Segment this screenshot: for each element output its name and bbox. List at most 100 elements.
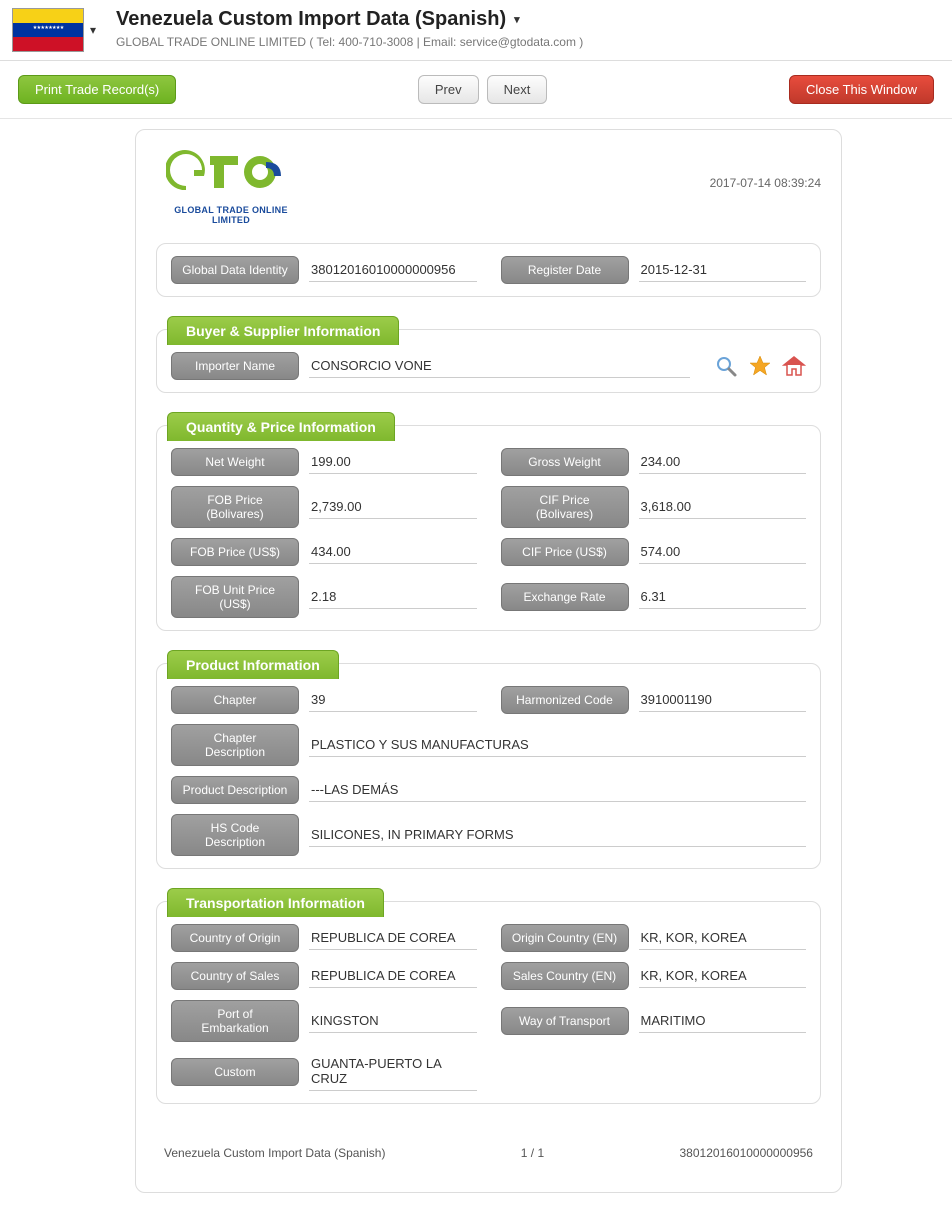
close-button[interactable]: Close This Window bbox=[789, 75, 934, 104]
footer-left: Venezuela Custom Import Data (Spanish) bbox=[164, 1146, 385, 1160]
gross-weight-label: Gross Weight bbox=[501, 448, 629, 476]
cif-usd-field: CIF Price (US$) 574.00 bbox=[501, 538, 807, 566]
custom-value: GUANTA-PUERTO LA CRUZ bbox=[309, 1052, 477, 1091]
caret-down-icon: ▾ bbox=[514, 13, 520, 26]
footer-right: 38012016010000000956 bbox=[680, 1146, 813, 1160]
fob-unit-value: 2.18 bbox=[309, 585, 477, 609]
gto-logo-icon bbox=[166, 148, 296, 198]
next-button[interactable]: Next bbox=[487, 75, 548, 104]
fob-usd-label: FOB Price (US$) bbox=[171, 538, 299, 566]
buyer-supplier-section: Buyer & Supplier Information Importer Na… bbox=[156, 329, 821, 393]
country-origin-field: Country of Origin REPUBLICA DE COREA bbox=[171, 924, 477, 952]
way-label: Way of Transport bbox=[501, 1007, 629, 1035]
cif-usd-value: 574.00 bbox=[639, 540, 807, 564]
chapter-desc-value: PLASTICO Y SUS MANUFACTURAS bbox=[309, 733, 806, 757]
cif-usd-label: CIF Price (US$) bbox=[501, 538, 629, 566]
product-desc-value: ---LAS DEMÁS bbox=[309, 778, 806, 802]
toolbar: Print Trade Record(s) Prev Next Close Th… bbox=[0, 61, 952, 119]
card-footer: Venezuela Custom Import Data (Spanish) 1… bbox=[156, 1126, 821, 1164]
timestamp: 2017-07-14 08:39:24 bbox=[710, 148, 821, 190]
fob-usd-value: 434.00 bbox=[309, 540, 477, 564]
cif-bolivares-field: CIF Price (Bolivares) 3,618.00 bbox=[501, 486, 807, 528]
country-sales-field: Country of Sales REPUBLICA DE COREA bbox=[171, 962, 477, 990]
custom-field: Custom GUANTA-PUERTO LA CRUZ bbox=[171, 1052, 477, 1091]
exchange-rate-field: Exchange Rate 6.31 bbox=[501, 576, 807, 618]
product-desc-field: Product Description ---LAS DEMÁS bbox=[171, 776, 806, 804]
fob-bolivares-field: FOB Price (Bolivares) 2,739.00 bbox=[171, 486, 477, 528]
importer-name-field: Importer Name CONSORCIO VONE bbox=[171, 352, 690, 380]
country-origin-value: REPUBLICA DE COREA bbox=[309, 926, 477, 950]
hs-desc-label: HS Code Description bbox=[171, 814, 299, 856]
register-date-value: 2015-12-31 bbox=[639, 258, 807, 282]
star-icon[interactable] bbox=[748, 354, 772, 378]
fob-unit-field: FOB Unit Price (US$) 2.18 bbox=[171, 576, 477, 618]
importer-actions bbox=[714, 352, 806, 380]
way-field: Way of Transport MARITIMO bbox=[501, 1000, 807, 1042]
way-value: MARITIMO bbox=[639, 1009, 807, 1033]
page-header: ▾ Venezuela Custom Import Data (Spanish)… bbox=[0, 0, 952, 61]
quantity-price-header: Quantity & Price Information bbox=[167, 412, 395, 441]
transport-header: Transportation Information bbox=[167, 888, 384, 917]
global-data-identity-label: Global Data Identity bbox=[171, 256, 299, 284]
country-origin-label: Country of Origin bbox=[171, 924, 299, 952]
transport-section: Transportation Information Country of Or… bbox=[156, 901, 821, 1104]
page-title-dropdown[interactable]: Venezuela Custom Import Data (Spanish) ▾ bbox=[116, 8, 940, 31]
country-sales-value: REPUBLICA DE COREA bbox=[309, 964, 477, 988]
chapter-desc-label: Chapter Description bbox=[171, 724, 299, 766]
net-weight-value: 199.00 bbox=[309, 450, 477, 474]
hs-code-value: 3910001190 bbox=[639, 688, 807, 712]
title-block: Venezuela Custom Import Data (Spanish) ▾… bbox=[116, 8, 940, 49]
chapter-value: 39 bbox=[309, 688, 477, 712]
chapter-desc-field: Chapter Description PLASTICO Y SUS MANUF… bbox=[171, 724, 806, 766]
fob-bolivares-value: 2,739.00 bbox=[309, 495, 477, 519]
chapter-field: Chapter 39 bbox=[171, 686, 477, 714]
footer-center: 1 / 1 bbox=[521, 1146, 544, 1160]
nav-buttons: Prev Next bbox=[418, 75, 547, 104]
company-subtitle: GLOBAL TRADE ONLINE LIMITED ( Tel: 400-7… bbox=[116, 35, 940, 49]
sales-en-value: KR, KOR, KOREA bbox=[639, 964, 807, 988]
origin-en-label: Origin Country (EN) bbox=[501, 924, 629, 952]
origin-en-value: KR, KOR, KOREA bbox=[639, 926, 807, 950]
search-icon[interactable] bbox=[714, 354, 738, 378]
page-title: Venezuela Custom Import Data (Spanish) bbox=[116, 8, 506, 31]
quantity-price-section: Quantity & Price Information Net Weight … bbox=[156, 425, 821, 631]
exchange-rate-label: Exchange Rate bbox=[501, 583, 629, 611]
importer-name-value: CONSORCIO VONE bbox=[309, 354, 690, 378]
fob-unit-label: FOB Unit Price (US$) bbox=[171, 576, 299, 618]
caret-down-icon: ▾ bbox=[90, 23, 96, 37]
gto-logo: GLOBAL TRADE ONLINE LIMITED bbox=[156, 148, 306, 225]
chapter-label: Chapter bbox=[171, 686, 299, 714]
product-section: Product Information Chapter 39 Harmonize… bbox=[156, 663, 821, 869]
hs-desc-field: HS Code Description SILICONES, IN PRIMAR… bbox=[171, 814, 806, 856]
hs-code-label: Harmonized Code bbox=[501, 686, 629, 714]
cif-bolivares-label: CIF Price (Bolivares) bbox=[501, 486, 629, 528]
home-icon[interactable] bbox=[782, 354, 806, 378]
prev-button[interactable]: Prev bbox=[418, 75, 479, 104]
port-value: KINGSTON bbox=[309, 1009, 477, 1033]
origin-en-field: Origin Country (EN) KR, KOR, KOREA bbox=[501, 924, 807, 952]
venezuela-flag-icon bbox=[12, 8, 84, 52]
exchange-rate-value: 6.31 bbox=[639, 585, 807, 609]
sales-en-field: Sales Country (EN) KR, KOR, KOREA bbox=[501, 962, 807, 990]
product-header: Product Information bbox=[167, 650, 339, 679]
identity-section: Global Data Identity 3801201601000000095… bbox=[156, 243, 821, 297]
logo-caption: GLOBAL TRADE ONLINE LIMITED bbox=[156, 205, 306, 225]
global-data-identity-field: Global Data Identity 3801201601000000095… bbox=[171, 256, 477, 284]
cif-bolivares-value: 3,618.00 bbox=[639, 495, 807, 519]
custom-label: Custom bbox=[171, 1058, 299, 1086]
net-weight-label: Net Weight bbox=[171, 448, 299, 476]
register-date-label: Register Date bbox=[501, 256, 629, 284]
buyer-supplier-header: Buyer & Supplier Information bbox=[167, 316, 399, 345]
logo-row: GLOBAL TRADE ONLINE LIMITED 2017-07-14 0… bbox=[156, 148, 821, 225]
hs-code-field: Harmonized Code 3910001190 bbox=[501, 686, 807, 714]
port-label: Port of Embarkation bbox=[171, 1000, 299, 1042]
product-desc-label: Product Description bbox=[171, 776, 299, 804]
global-data-identity-value: 38012016010000000956 bbox=[309, 258, 477, 282]
country-sales-label: Country of Sales bbox=[171, 962, 299, 990]
gross-weight-value: 234.00 bbox=[639, 450, 807, 474]
flag-dropdown[interactable]: ▾ bbox=[12, 8, 96, 52]
register-date-field: Register Date 2015-12-31 bbox=[501, 256, 807, 284]
gross-weight-field: Gross Weight 234.00 bbox=[501, 448, 807, 476]
record-card: GLOBAL TRADE ONLINE LIMITED 2017-07-14 0… bbox=[135, 129, 842, 1193]
print-button[interactable]: Print Trade Record(s) bbox=[18, 75, 176, 104]
